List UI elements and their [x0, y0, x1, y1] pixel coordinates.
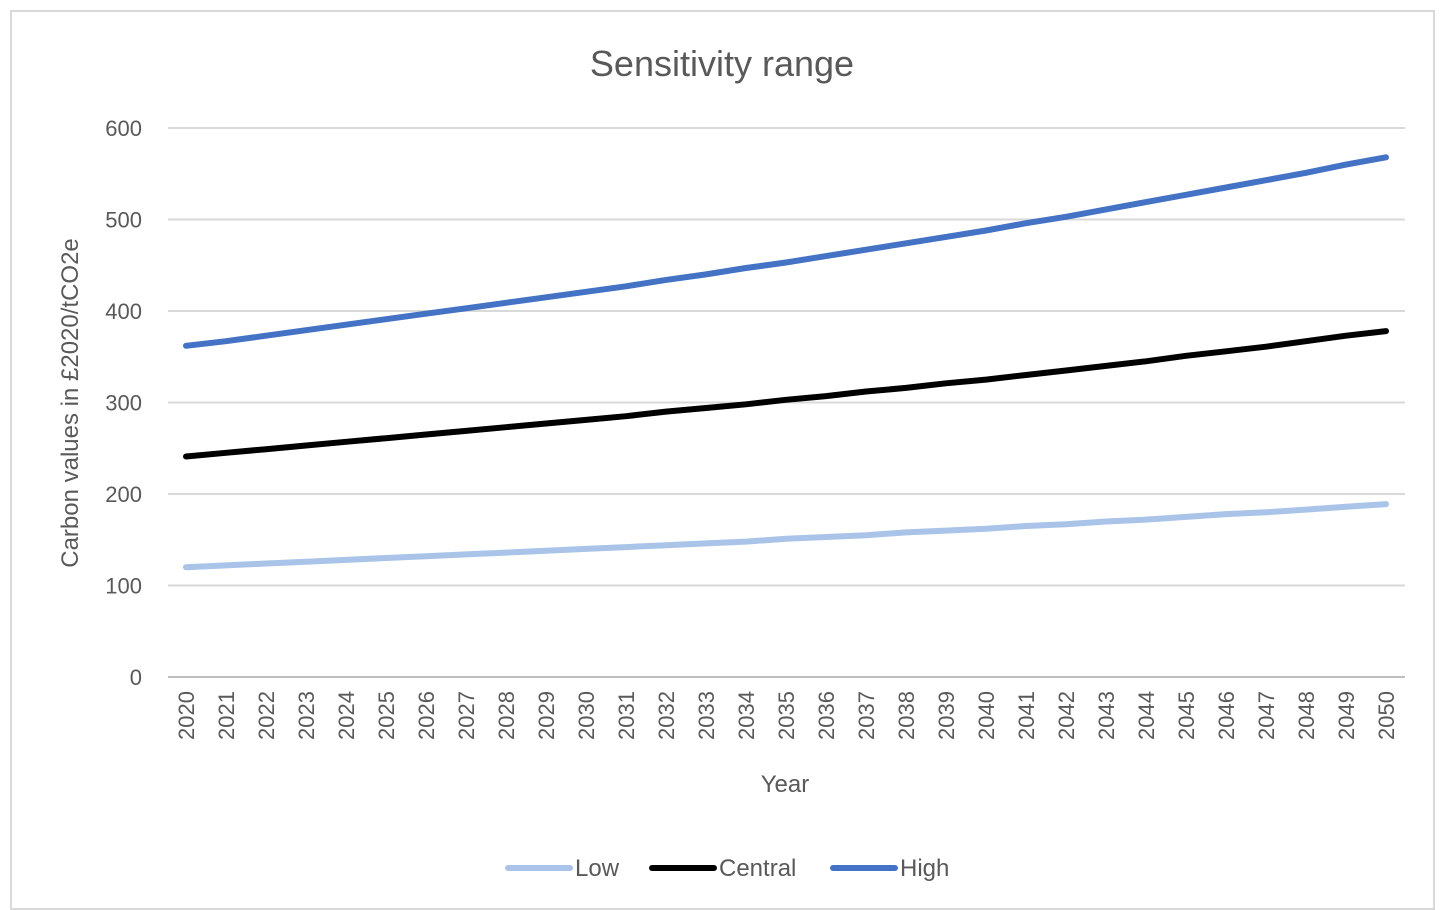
x-tick-label: 2047 — [1254, 691, 1279, 740]
chart-title: Sensitivity range — [590, 43, 854, 84]
series-lines — [183, 154, 1389, 571]
x-tick-label: 2037 — [854, 691, 879, 740]
y-axis-label: Carbon values in £2020/tCO2e — [57, 238, 84, 568]
x-tick-label: 2034 — [734, 691, 759, 740]
x-tick-label: 2035 — [774, 691, 799, 740]
x-axis-ticks: 2020 2021 2022 2023 2024 2025 2026 2027 2028 2029… — [174, 691, 1399, 740]
x-axis-label: Year — [761, 771, 810, 798]
x-tick-label: 2049 — [1334, 691, 1359, 740]
legend-label: Low — [575, 855, 620, 882]
x-tick-label: 2048 — [1294, 691, 1319, 740]
x-tick-label: 2026 — [414, 691, 439, 740]
x-tick-label: 2020 — [174, 691, 199, 740]
x-tick-label: 2040 — [974, 691, 999, 740]
chart-frame — [10, 10, 1435, 910]
x-tick-label: 2029 — [534, 691, 559, 740]
series-line-low — [183, 501, 1389, 571]
series-line-high — [183, 154, 1389, 349]
legend-label: Central — [719, 855, 796, 882]
y-tick-label: 0 — [130, 665, 142, 690]
x-tick-label: 2042 — [1054, 691, 1079, 740]
x-tick-label: 2033 — [694, 691, 719, 740]
legend-item-central: Central — [649, 855, 796, 882]
x-tick-label: 2043 — [1094, 691, 1119, 740]
x-tick-label: 2025 — [374, 691, 399, 740]
y-tick-label: 100 — [105, 574, 142, 599]
x-tick-label: 2027 — [454, 691, 479, 740]
x-tick-label: 2021 — [214, 691, 239, 740]
x-tick-label: 2039 — [934, 691, 959, 740]
x-tick-label: 2031 — [614, 691, 639, 740]
y-tick-label: 300 — [105, 391, 142, 416]
y-tick-label: 400 — [105, 299, 142, 324]
x-tick-label: 2022 — [254, 691, 279, 740]
x-tick-label: 2041 — [1014, 691, 1039, 740]
gridlines — [168, 127, 1405, 678]
y-axis-ticks: 0 100 200 300 400 500 600 — [105, 116, 142, 690]
x-tick-label: 2032 — [654, 691, 679, 740]
x-tick-label: 2030 — [574, 691, 599, 740]
y-tick-label: 200 — [105, 482, 142, 507]
x-tick-label: 2046 — [1214, 691, 1239, 740]
legend-item-high: High — [830, 855, 949, 882]
x-tick-label: 2038 — [894, 691, 919, 740]
legend: Low Central High — [505, 855, 949, 882]
x-tick-label: 2036 — [814, 691, 839, 740]
x-tick-label: 2024 — [334, 691, 359, 740]
y-tick-label: 600 — [105, 116, 142, 141]
x-tick-label: 2045 — [1174, 691, 1199, 740]
y-tick-label: 500 — [105, 208, 142, 233]
x-tick-label: 2044 — [1134, 691, 1159, 740]
x-tick-label: 2023 — [294, 691, 319, 740]
legend-label: High — [900, 855, 949, 882]
x-tick-label: 2050 — [1374, 691, 1399, 740]
series-line-central — [183, 328, 1389, 460]
x-tick-label: 2028 — [494, 691, 519, 740]
legend-item-low: Low — [505, 855, 620, 882]
